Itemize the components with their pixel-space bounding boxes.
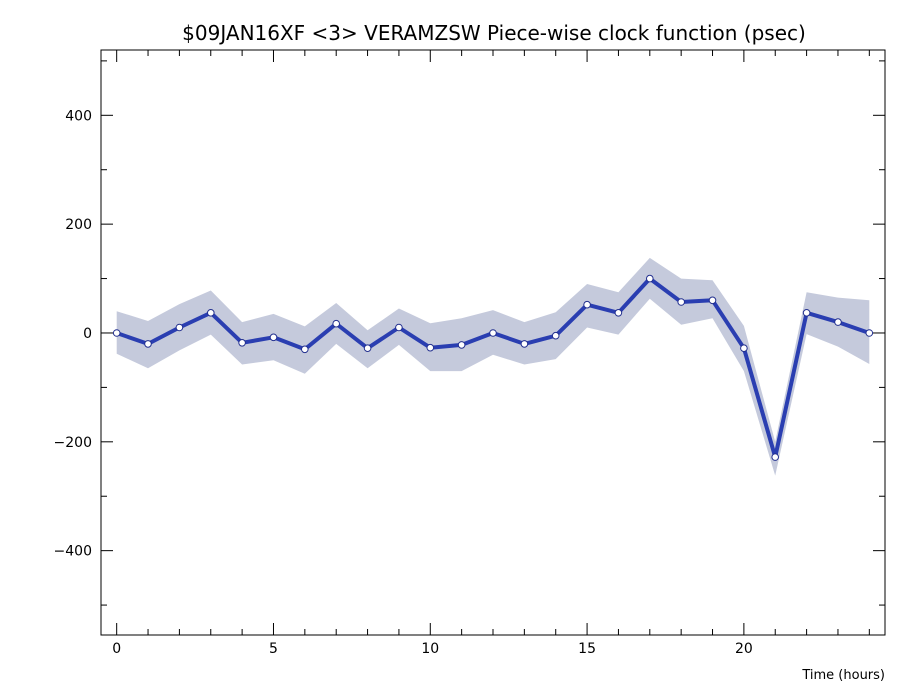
x-tick-label: 10 (421, 641, 439, 657)
data-point (551, 331, 560, 340)
data-point (708, 296, 717, 305)
uncertainty-band (116, 257, 870, 476)
data-point (175, 323, 184, 332)
data-point (614, 309, 623, 317)
series-line-layer (116, 276, 870, 460)
data-point (332, 319, 341, 328)
data-point (520, 340, 529, 348)
data-point (457, 341, 466, 349)
data-point (740, 344, 748, 353)
x-tick-label: 20 (735, 641, 753, 657)
data-point (426, 343, 435, 352)
data-point (834, 318, 842, 326)
data-point (865, 329, 874, 337)
data-point (771, 453, 780, 461)
y-tick-label: 400 (65, 108, 92, 124)
data-point (646, 274, 654, 283)
y-tick-label: −200 (54, 435, 92, 451)
series-line (116, 276, 870, 460)
plot-frame (100, 49, 886, 636)
data-point (238, 339, 246, 347)
x-tick-label: 0 (112, 641, 121, 657)
data-point (112, 329, 121, 337)
data-point (489, 329, 497, 337)
data-point (802, 309, 811, 317)
y-tick-label: 0 (83, 326, 92, 342)
uncertainty-band-layer (116, 257, 870, 476)
marker-layer (112, 274, 874, 461)
x-tick-label: 15 (578, 641, 596, 657)
data-point (677, 298, 686, 306)
y-tick-label: −400 (54, 544, 92, 560)
data-point (144, 340, 152, 348)
x-axis-label: Time (hours) (801, 668, 885, 683)
chart-title: $09JAN16XF <3> VERAMZSW Piece-wise clock… (182, 21, 806, 45)
y-tick-label: 200 (65, 217, 92, 233)
data-point (363, 344, 372, 353)
data-point (395, 323, 403, 332)
data-point (583, 300, 591, 309)
data-point (301, 345, 309, 354)
tick-layer: 0 5 10 15 20 −400 −200 0 200 400 (54, 50, 885, 657)
data-point (207, 309, 215, 317)
data-point (269, 333, 278, 342)
x-tick-label: 5 (269, 641, 278, 657)
